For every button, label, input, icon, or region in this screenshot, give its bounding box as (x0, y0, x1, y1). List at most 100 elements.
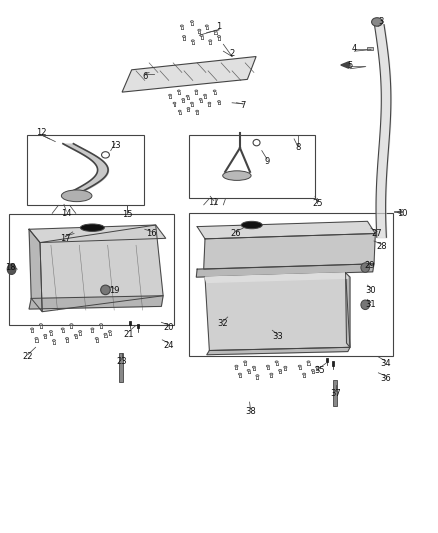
Text: 18: 18 (5, 263, 16, 272)
Ellipse shape (311, 369, 314, 372)
Ellipse shape (200, 35, 203, 36)
Text: 33: 33 (272, 332, 283, 341)
Ellipse shape (244, 361, 247, 363)
Text: 14: 14 (61, 209, 71, 218)
Bar (120, 353, 124, 382)
Ellipse shape (108, 330, 111, 333)
Text: 25: 25 (312, 199, 322, 208)
Ellipse shape (307, 361, 310, 363)
Ellipse shape (101, 285, 110, 295)
Ellipse shape (74, 334, 78, 336)
Bar (137, 324, 139, 328)
Ellipse shape (61, 328, 64, 330)
Ellipse shape (191, 102, 193, 104)
Polygon shape (29, 225, 166, 243)
Ellipse shape (303, 373, 306, 375)
Text: 24: 24 (163, 341, 174, 350)
Text: 9: 9 (265, 157, 270, 166)
Polygon shape (197, 221, 375, 239)
Text: 32: 32 (217, 319, 228, 328)
Ellipse shape (284, 366, 287, 368)
Ellipse shape (104, 333, 107, 335)
Ellipse shape (218, 101, 220, 102)
Text: 20: 20 (163, 322, 174, 332)
Text: 36: 36 (381, 374, 391, 383)
Polygon shape (207, 348, 350, 355)
Text: 6: 6 (142, 71, 148, 80)
Polygon shape (29, 296, 163, 309)
Text: 10: 10 (397, 209, 408, 218)
Text: 7: 7 (240, 101, 246, 110)
Bar (332, 361, 335, 366)
Text: 15: 15 (122, 210, 133, 219)
Polygon shape (29, 229, 42, 312)
Text: 26: 26 (230, 229, 241, 238)
Ellipse shape (371, 18, 382, 26)
Ellipse shape (361, 263, 370, 272)
Ellipse shape (208, 102, 211, 104)
Ellipse shape (275, 361, 278, 363)
Ellipse shape (178, 110, 181, 112)
Text: 11: 11 (208, 198, 219, 207)
Polygon shape (204, 233, 375, 269)
Ellipse shape (198, 29, 201, 31)
Bar (189, 135, 315, 198)
Text: 22: 22 (22, 352, 33, 361)
Ellipse shape (191, 21, 194, 22)
Ellipse shape (205, 25, 208, 27)
Text: 1: 1 (216, 22, 222, 31)
Ellipse shape (7, 264, 16, 274)
Ellipse shape (316, 366, 319, 368)
Polygon shape (346, 273, 350, 348)
Text: 31: 31 (366, 300, 376, 309)
Bar (333, 380, 337, 406)
Polygon shape (205, 273, 350, 351)
Ellipse shape (177, 90, 180, 92)
Ellipse shape (186, 95, 189, 97)
Text: 17: 17 (60, 234, 71, 243)
Ellipse shape (223, 171, 251, 180)
Text: 34: 34 (381, 359, 391, 368)
Ellipse shape (279, 369, 282, 372)
Text: 37: 37 (331, 389, 341, 398)
Ellipse shape (31, 328, 34, 330)
Bar (9, 214, 174, 325)
Ellipse shape (270, 373, 273, 375)
Text: 5: 5 (347, 61, 353, 70)
Polygon shape (205, 273, 348, 282)
Text: 19: 19 (109, 286, 120, 295)
Ellipse shape (53, 340, 56, 342)
Text: 4: 4 (352, 44, 357, 53)
Ellipse shape (81, 224, 104, 231)
Text: 2: 2 (230, 50, 235, 58)
Text: 23: 23 (117, 357, 127, 366)
Ellipse shape (61, 190, 92, 201)
Ellipse shape (70, 324, 73, 326)
Ellipse shape (91, 328, 94, 330)
Ellipse shape (214, 30, 217, 32)
Ellipse shape (173, 102, 176, 104)
Text: 38: 38 (245, 407, 256, 416)
Bar (367, 47, 373, 50)
Text: 13: 13 (110, 141, 120, 150)
Text: 28: 28 (376, 242, 387, 251)
Ellipse shape (35, 337, 38, 340)
Ellipse shape (66, 337, 69, 340)
Ellipse shape (187, 108, 190, 109)
Ellipse shape (95, 337, 98, 340)
Ellipse shape (99, 324, 102, 326)
Ellipse shape (213, 90, 216, 92)
Ellipse shape (180, 25, 184, 27)
Ellipse shape (235, 365, 238, 367)
Ellipse shape (199, 99, 202, 100)
Polygon shape (196, 264, 374, 277)
Ellipse shape (208, 40, 212, 42)
Ellipse shape (238, 373, 241, 375)
Text: 16: 16 (146, 229, 157, 238)
Ellipse shape (266, 365, 269, 367)
Text: 35: 35 (314, 366, 325, 375)
Text: 8: 8 (295, 143, 300, 152)
Ellipse shape (183, 36, 186, 37)
Text: 3: 3 (378, 18, 383, 27)
Ellipse shape (191, 40, 194, 42)
